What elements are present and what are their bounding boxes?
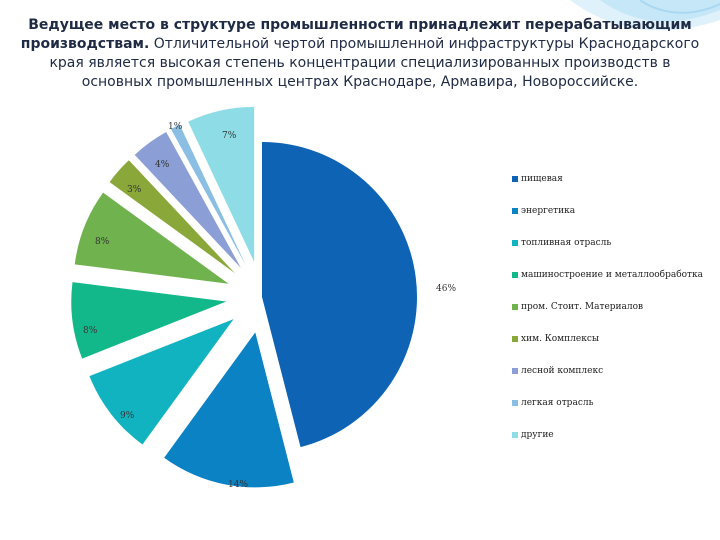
legend-swatch (512, 304, 518, 310)
page-heading: Ведущее место в структуре промышленности… (20, 16, 700, 92)
legend-label: хим. Комплексы (521, 334, 600, 344)
legend-swatch (512, 208, 518, 214)
pie-slice-2 (164, 332, 294, 488)
pie-slice-8 (170, 124, 246, 265)
legend-label: пром. Стоит. Материалов (521, 302, 644, 312)
slice-label-2: 14% (228, 480, 248, 490)
legend-item-9: другие (512, 428, 554, 442)
pie-slice-4 (71, 282, 227, 359)
pie-slice-7 (134, 132, 241, 268)
slice-label-7: 4% (155, 160, 170, 170)
legend-swatch (512, 336, 518, 342)
slice-label-5: 8% (95, 237, 110, 247)
pie-slice-9 (188, 106, 255, 262)
legend-label: пищевая (521, 174, 563, 184)
legend-item-6: хим. Комплексы (512, 332, 599, 346)
legend-item-7: лесной комплекс (512, 364, 603, 378)
legend-label: топливная отрасль (521, 238, 612, 248)
legend-swatch (512, 400, 518, 406)
legend-swatch (512, 272, 518, 278)
legend-item-4: машиностроение и металлообработка (512, 268, 703, 282)
legend-label: энергетика (521, 206, 576, 216)
legend-item-3: топливная отрасль (512, 236, 611, 250)
pie-slice-1 (262, 142, 418, 448)
slice-label-1: 46% (436, 284, 456, 294)
legend-item-1: пищевая (512, 172, 563, 186)
legend-swatch (512, 240, 518, 246)
legend-item-5: пром. Стоит. Материалов (512, 300, 643, 314)
heading-text: Отличительной чертой промышленной инфрас… (49, 36, 700, 90)
decorative-waves (570, 0, 720, 31)
legend-item-8: легкая отрасль (512, 396, 593, 410)
legend-label: лесной комплекс (521, 366, 604, 376)
legend-label: машиностроение и металлообработка (521, 270, 704, 280)
legend-label: другие (521, 430, 554, 440)
slice-label-4: 8% (83, 326, 98, 336)
pie-slice-6 (109, 160, 235, 274)
heading-bold-text: Ведущее место в структуре промышленности… (20, 17, 692, 52)
legend-label: легкая отрасль (521, 398, 594, 408)
slice-label-9: 7% (222, 131, 237, 141)
legend-swatch (512, 432, 518, 438)
pie-slice-5 (74, 192, 229, 284)
pie-slice-3 (89, 319, 234, 445)
slice-label-3: 9% (120, 411, 135, 421)
legend-swatch (512, 176, 518, 182)
legend-item-2: энергетика (512, 204, 575, 218)
slice-label-6: 3% (127, 185, 142, 195)
legend-swatch (512, 368, 518, 374)
slice-label-8: 1% (168, 122, 183, 132)
